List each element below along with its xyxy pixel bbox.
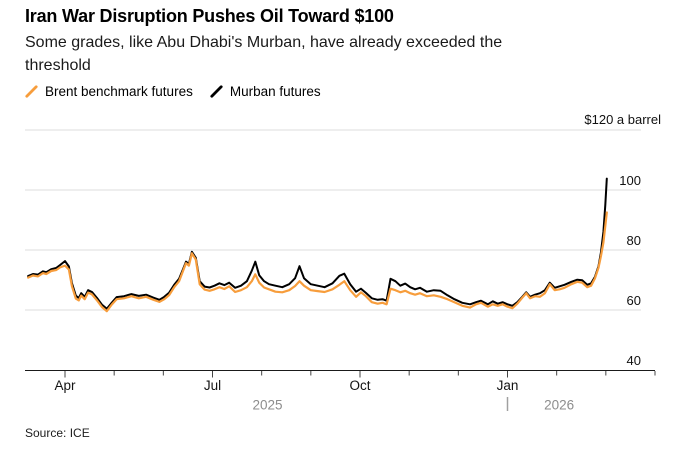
series-line-murban bbox=[27, 177, 608, 310]
series-line-brent bbox=[27, 211, 608, 313]
chart-subtitle: Some grades, like Abu Dhabi's Murban, ha… bbox=[25, 31, 502, 77]
chart-title: Iran War Disruption Pushes Oil Toward $1… bbox=[25, 6, 394, 26]
y-axis-tick-label: 100 bbox=[619, 173, 641, 188]
x-axis-year-label: 2026 bbox=[544, 398, 574, 413]
subtitle-line: Some grades, like Abu Dhabi's Murban, ha… bbox=[25, 34, 503, 51]
chart-legend: Brent benchmark futures Murban futures bbox=[25, 84, 321, 99]
y-axis-unit-label: $120 a barrel bbox=[584, 112, 661, 127]
legend-label-murban: Murban futures bbox=[229, 84, 321, 99]
legend-item-murban: Murban futures bbox=[210, 84, 321, 99]
y-axis-tick-label: 60 bbox=[627, 293, 641, 308]
x-axis-month-label: Oct bbox=[349, 378, 370, 393]
x-axis-month-label: Jul bbox=[204, 378, 221, 393]
x-axis-month-label: Jan bbox=[497, 378, 519, 393]
legend-item-brent: Brent benchmark futures bbox=[25, 84, 193, 99]
subtitle-line: threshold bbox=[25, 57, 91, 74]
murban-line-swatch-icon bbox=[210, 85, 223, 98]
x-axis-year-label: 2025 bbox=[253, 398, 283, 413]
x-axis-month-label: Apr bbox=[54, 378, 76, 393]
y-axis-tick-label: 40 bbox=[627, 353, 641, 368]
legend-label-brent: Brent benchmark futures bbox=[45, 84, 193, 99]
brent-line-swatch-icon bbox=[25, 85, 38, 98]
y-axis-tick-label: 80 bbox=[627, 233, 641, 248]
source-note: Source: ICE bbox=[25, 426, 90, 440]
